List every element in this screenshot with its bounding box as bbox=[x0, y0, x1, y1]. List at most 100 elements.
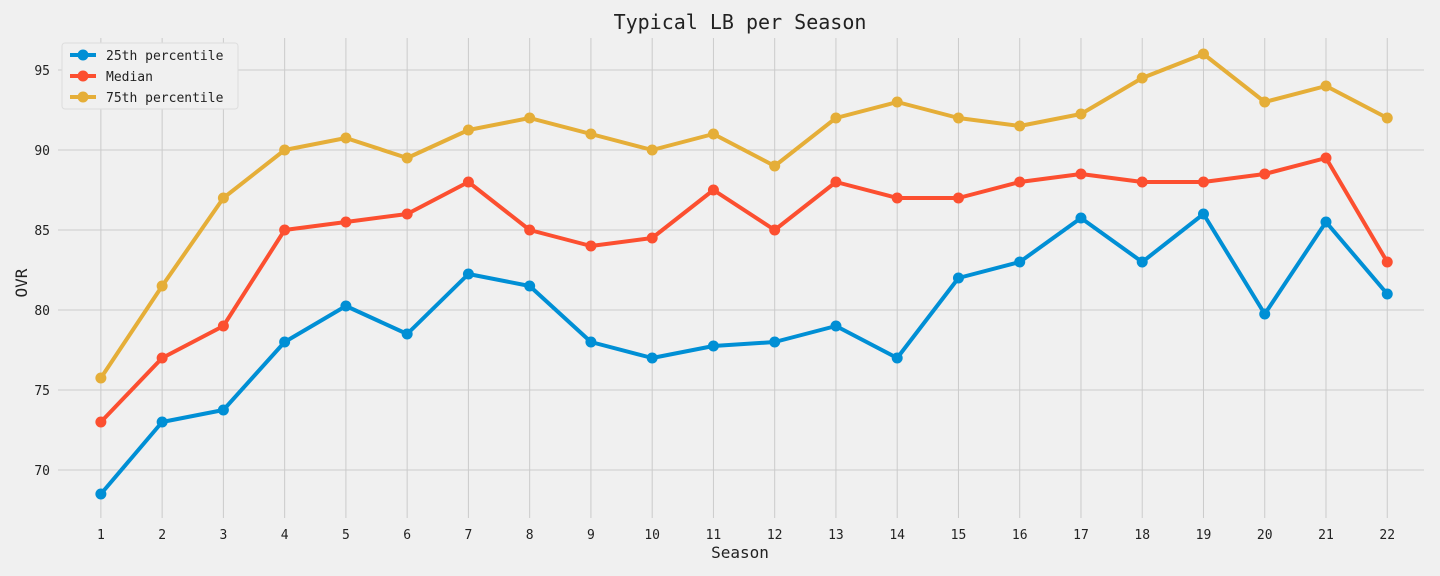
data-point bbox=[1197, 208, 1209, 220]
data-point bbox=[401, 208, 413, 220]
data-point bbox=[524, 224, 536, 236]
data-point bbox=[401, 152, 413, 164]
data-point bbox=[340, 132, 352, 144]
x-tick-label: 5 bbox=[342, 528, 350, 543]
series-line bbox=[99, 156, 1389, 424]
data-point bbox=[646, 352, 658, 364]
legend-swatch-marker bbox=[77, 91, 89, 103]
y-axis-ticks: 70 75 80 85 90 95 bbox=[34, 64, 50, 479]
x-tick-label: 14 bbox=[889, 528, 905, 543]
y-tick-label: 85 bbox=[34, 224, 50, 239]
data-point bbox=[1014, 176, 1026, 188]
x-axis-ticks: 1 2 3 4 5 6 7 8 9 10 11 12 13 14 15 16 17 18 19 20 21 22 bbox=[97, 528, 1395, 543]
x-tick-label: 2 bbox=[158, 528, 166, 543]
data-point bbox=[830, 112, 842, 124]
x-tick-label: 16 bbox=[1012, 528, 1028, 543]
data-point bbox=[1197, 48, 1209, 60]
x-tick-label: 20 bbox=[1257, 528, 1273, 543]
legend-item: 75th percentile bbox=[70, 91, 224, 106]
x-tick-label: 10 bbox=[644, 528, 660, 543]
data-point bbox=[830, 176, 842, 188]
x-tick-label: 21 bbox=[1318, 528, 1334, 543]
data-point bbox=[217, 192, 229, 204]
y-tick-label: 75 bbox=[34, 384, 50, 399]
data-point bbox=[646, 144, 658, 156]
data-point bbox=[1320, 152, 1332, 164]
series-line bbox=[99, 52, 1389, 380]
y-tick-label: 95 bbox=[34, 64, 50, 79]
chart-title: Typical LB per Season bbox=[614, 10, 867, 34]
data-point bbox=[1259, 308, 1271, 320]
data-point bbox=[952, 112, 964, 124]
y-axis-label: OVR bbox=[12, 268, 31, 297]
data-point bbox=[217, 404, 229, 416]
data-point bbox=[340, 216, 352, 228]
data-point bbox=[769, 224, 781, 236]
data-point bbox=[1075, 212, 1087, 224]
data-point bbox=[891, 192, 903, 204]
data-point bbox=[1320, 80, 1332, 92]
legend-item: Median bbox=[70, 70, 153, 85]
legend-box bbox=[61, 42, 239, 110]
data-point bbox=[401, 328, 413, 340]
data-point bbox=[95, 372, 107, 384]
data-point bbox=[524, 112, 536, 124]
x-tick-label: 12 bbox=[767, 528, 783, 543]
data-point bbox=[1197, 176, 1209, 188]
x-tick-label: 9 bbox=[587, 528, 595, 543]
data-point bbox=[1075, 108, 1087, 120]
data-point bbox=[156, 280, 168, 292]
x-tick-label: 17 bbox=[1073, 528, 1089, 543]
series-0 bbox=[95, 208, 1393, 500]
data-point bbox=[95, 488, 107, 500]
data-point bbox=[1320, 216, 1332, 228]
data-point bbox=[1259, 168, 1271, 180]
x-tick-label: 11 bbox=[706, 528, 722, 543]
x-tick-label: 8 bbox=[526, 528, 534, 543]
data-point bbox=[462, 176, 474, 188]
series-2 bbox=[95, 48, 1393, 384]
legend-item: 25th percentile bbox=[70, 49, 224, 64]
data-point bbox=[891, 352, 903, 364]
data-point bbox=[1136, 72, 1148, 84]
data-point bbox=[1381, 112, 1393, 124]
data-point bbox=[1014, 120, 1026, 132]
data-point bbox=[1136, 176, 1148, 188]
legend-label: Median bbox=[106, 70, 153, 85]
data-point bbox=[1381, 288, 1393, 300]
data-point bbox=[279, 224, 291, 236]
x-tick-label: 4 bbox=[281, 528, 289, 543]
x-tick-label: 15 bbox=[951, 528, 967, 543]
legend-label: 25th percentile bbox=[106, 49, 224, 64]
data-point bbox=[646, 232, 658, 244]
data-point bbox=[585, 240, 597, 252]
x-tick-label: 13 bbox=[828, 528, 844, 543]
data-point bbox=[462, 124, 474, 136]
data-point bbox=[217, 320, 229, 332]
data-point bbox=[1075, 168, 1087, 180]
x-axis-label: Season bbox=[711, 543, 769, 562]
data-point bbox=[585, 336, 597, 348]
data-point bbox=[769, 160, 781, 172]
data-point bbox=[156, 352, 168, 364]
data-point bbox=[830, 320, 842, 332]
data-point bbox=[707, 340, 719, 352]
data-point bbox=[891, 96, 903, 108]
legend: 25th percentile Median 75th percentile bbox=[61, 42, 239, 110]
data-point bbox=[1136, 256, 1148, 268]
series-1 bbox=[95, 152, 1393, 428]
legend-swatch-marker bbox=[77, 49, 89, 61]
series-line bbox=[99, 212, 1389, 496]
data-point bbox=[1381, 256, 1393, 268]
x-tick-label: 18 bbox=[1134, 528, 1150, 543]
grid bbox=[58, 38, 1424, 518]
data-point bbox=[1014, 256, 1026, 268]
data-point bbox=[156, 416, 168, 428]
y-tick-label: 70 bbox=[34, 464, 50, 479]
data-point bbox=[1259, 96, 1271, 108]
data-point bbox=[769, 336, 781, 348]
data-point bbox=[952, 192, 964, 204]
x-tick-label: 1 bbox=[97, 528, 105, 543]
data-point bbox=[95, 416, 107, 428]
data-point bbox=[462, 268, 474, 280]
